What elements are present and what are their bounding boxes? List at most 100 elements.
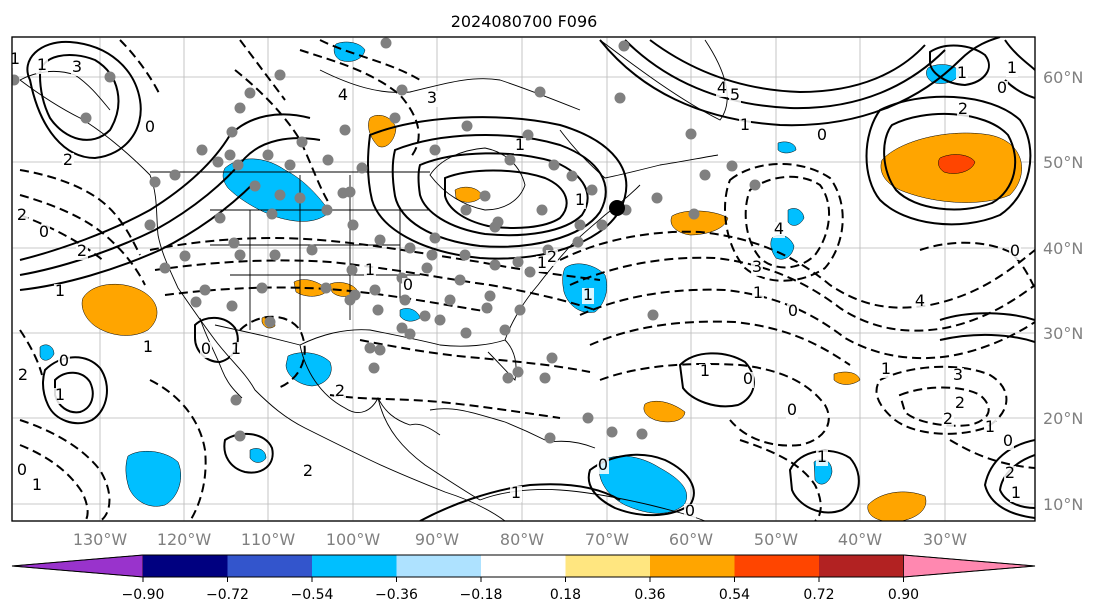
contour-label: 4 (338, 85, 348, 104)
solid-contour (649, 39, 926, 94)
contour-label: 1 (515, 135, 525, 154)
dashed-contour (19, 214, 106, 263)
station-dot (522, 129, 534, 141)
solid-contour (1004, 39, 1035, 71)
station-dot (544, 432, 556, 444)
station-dot (426, 249, 438, 261)
station-dot (647, 309, 659, 321)
solid-contour (983, 439, 1035, 519)
station-dot (396, 84, 408, 96)
colorbar-segment (481, 555, 566, 577)
longitude-label: 120°W (157, 530, 212, 549)
contour-label: 0 (1003, 431, 1013, 450)
station-dot (546, 352, 558, 364)
station-dot (337, 187, 349, 199)
dashed-contours (19, 39, 1035, 521)
anomaly-area (938, 154, 976, 174)
anomaly-area (867, 491, 927, 521)
contour-label: 2 (1005, 463, 1015, 482)
solid-contour (26, 40, 142, 160)
colorbar-segment (734, 555, 820, 577)
contour-label: 1 (37, 55, 47, 74)
colorbar-tick-label: −0.90 (122, 587, 165, 603)
station-dot (429, 232, 441, 244)
contour-label: 1 (700, 361, 710, 380)
contour-label: 1 (365, 260, 375, 279)
coastline-gulf (299, 329, 517, 381)
contour-label: 1 (32, 475, 42, 494)
station-dot (512, 366, 524, 378)
contour-label: 4 (774, 219, 784, 238)
station-dot (196, 144, 208, 156)
station-dot (364, 342, 376, 354)
contour-label: 0 (743, 369, 753, 388)
station-dot (232, 159, 244, 171)
colorbar-segment (227, 555, 313, 577)
station-dot (489, 259, 501, 271)
anomaly-area (81, 284, 158, 336)
contour-label: 2 (547, 247, 557, 266)
station-dot (434, 314, 446, 326)
contour-label: 0 (817, 125, 827, 144)
station-dot (294, 192, 306, 204)
contour-label: 2 (943, 409, 953, 428)
latitude-label: 60°N (1043, 68, 1083, 87)
station-dot (685, 128, 697, 140)
station-dot (344, 294, 356, 306)
station-dot (368, 362, 380, 374)
station-dot (404, 328, 416, 340)
contour-label: 3 (72, 57, 82, 76)
latitude-label: 30°N (1043, 324, 1083, 343)
solid-contour (54, 371, 94, 414)
station-dot (264, 316, 276, 328)
station-dot (524, 266, 536, 278)
station-dot (321, 204, 333, 216)
station-dot (149, 176, 161, 188)
station-dot (460, 327, 472, 339)
station-dot (199, 284, 211, 296)
station-dot (479, 190, 491, 202)
station-dot (226, 126, 238, 138)
colorbar-tick-label: −0.54 (291, 587, 334, 603)
solid-contour (865, 95, 1032, 226)
solid-contour (624, 39, 946, 110)
contour-label: 0 (59, 351, 69, 370)
map-frame (11, 36, 1036, 522)
station-dot (322, 154, 334, 166)
longitude-label: 80°W (500, 530, 544, 549)
longitude-label: 90°W (415, 530, 459, 549)
anomaly-area (670, 210, 729, 236)
station-dot (159, 262, 171, 274)
station-dot (606, 426, 618, 438)
dashed-contour (19, 169, 141, 256)
contour-label: 0 (997, 78, 1007, 97)
contour-label: 1 (957, 63, 967, 82)
station-dot (234, 102, 246, 114)
contour-label: 1 (143, 337, 153, 356)
station-dot (481, 302, 493, 314)
colorbar-segment (143, 555, 228, 577)
dashed-contour (724, 162, 844, 282)
longitude-label: 70°W (585, 530, 629, 549)
anomaly-area (222, 158, 331, 222)
station-dot (548, 159, 560, 171)
station-dot (228, 237, 240, 249)
longitude-label: 100°W (326, 530, 381, 549)
station-dot (226, 300, 238, 312)
station-dot (489, 221, 501, 233)
solid-contour (417, 152, 589, 237)
station-dot (396, 322, 408, 334)
station-dot (419, 310, 431, 322)
solid-contour (19, 113, 311, 261)
station-dot (224, 149, 236, 161)
solid-contour (929, 44, 990, 87)
colorbar-tick-label: 0.54 (719, 587, 750, 603)
contour-label: 0 (145, 117, 155, 136)
contour-label: 0 (1010, 241, 1020, 260)
solid-contour (223, 432, 274, 474)
colorbar-segment (396, 555, 482, 577)
coastline-greenland (599, 39, 728, 121)
colorbar-tick-label: −0.72 (206, 587, 249, 603)
